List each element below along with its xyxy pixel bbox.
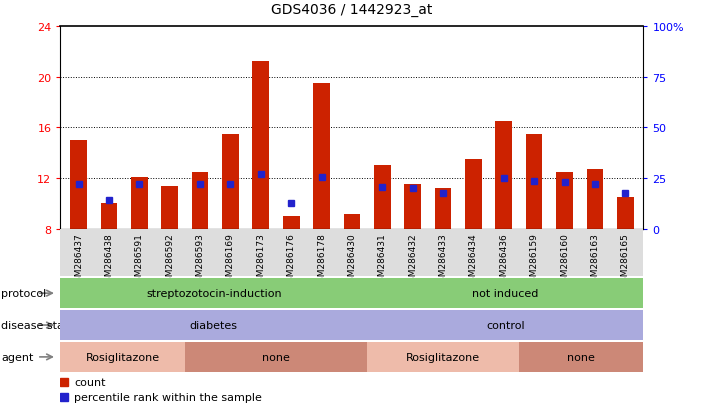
Text: Rosiglitazone: Rosiglitazone	[85, 352, 160, 362]
Text: GSM286438: GSM286438	[105, 233, 114, 287]
Text: GSM286593: GSM286593	[196, 233, 205, 288]
Bar	[587, 170, 603, 229]
Text: percentile rank within the sample: percentile rank within the sample	[75, 392, 262, 402]
FancyBboxPatch shape	[60, 342, 185, 372]
Text: GSM286430: GSM286430	[348, 233, 356, 287]
FancyBboxPatch shape	[185, 342, 367, 372]
Text: diabetes: diabetes	[190, 320, 237, 330]
Text: protocol: protocol	[1, 288, 46, 299]
Bar	[465, 160, 482, 229]
Bar	[70, 141, 87, 229]
Bar	[192, 172, 208, 229]
Text: GSM286169: GSM286169	[226, 233, 235, 288]
FancyBboxPatch shape	[60, 278, 367, 309]
Text: agent: agent	[1, 352, 33, 362]
Text: GSM286591: GSM286591	[135, 233, 144, 288]
Bar	[131, 177, 148, 229]
Bar	[434, 189, 451, 229]
Text: GSM286176: GSM286176	[287, 233, 296, 288]
FancyBboxPatch shape	[367, 278, 643, 309]
Text: GDS4036 / 1442923_at: GDS4036 / 1442923_at	[272, 2, 432, 17]
Text: control: control	[486, 320, 525, 330]
Bar	[556, 172, 573, 229]
FancyBboxPatch shape	[367, 342, 519, 372]
Text: GSM286433: GSM286433	[439, 233, 447, 287]
Bar	[314, 84, 330, 229]
Text: Rosiglitazone: Rosiglitazone	[406, 352, 480, 362]
Text: GSM286178: GSM286178	[317, 233, 326, 288]
Bar	[161, 186, 178, 229]
Bar	[283, 216, 299, 229]
Text: disease state: disease state	[1, 320, 75, 330]
FancyBboxPatch shape	[367, 310, 643, 340]
Bar	[526, 134, 542, 229]
Bar	[252, 62, 269, 229]
Bar	[496, 122, 512, 229]
FancyBboxPatch shape	[60, 310, 367, 340]
FancyBboxPatch shape	[519, 342, 643, 372]
Bar	[405, 185, 421, 229]
Bar	[617, 197, 634, 229]
Text: GSM286173: GSM286173	[257, 233, 265, 288]
Text: GSM286165: GSM286165	[621, 233, 630, 288]
Bar	[374, 166, 390, 229]
Bar	[222, 134, 239, 229]
Text: streptozotocin-induction: streptozotocin-induction	[146, 288, 282, 299]
Bar	[343, 214, 360, 229]
Text: none: none	[567, 352, 595, 362]
Text: GSM286160: GSM286160	[560, 233, 569, 288]
Text: GSM286159: GSM286159	[530, 233, 539, 288]
Bar	[101, 204, 117, 229]
Text: none: none	[262, 352, 290, 362]
Text: count: count	[75, 377, 106, 387]
Text: GSM286437: GSM286437	[74, 233, 83, 287]
Text: GSM286434: GSM286434	[469, 233, 478, 287]
Text: GSM286436: GSM286436	[499, 233, 508, 287]
Text: GSM286432: GSM286432	[408, 233, 417, 287]
Text: GSM286431: GSM286431	[378, 233, 387, 287]
Text: GSM286163: GSM286163	[590, 233, 599, 288]
Text: not induced: not induced	[472, 288, 538, 299]
Text: GSM286592: GSM286592	[165, 233, 174, 287]
